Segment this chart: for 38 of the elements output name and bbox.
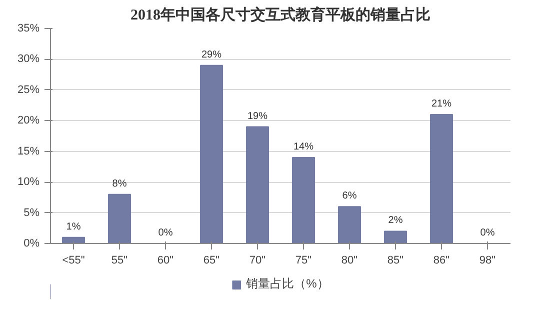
x-tick-label: 85" — [387, 254, 404, 266]
x-tick-label: 80" — [341, 254, 358, 266]
bar — [246, 126, 270, 244]
x-tick-label: 70" — [249, 254, 266, 266]
y-tick-label: 0% — [24, 238, 40, 250]
y-tick-label: 25% — [17, 84, 40, 96]
data-label: 29% — [201, 49, 222, 60]
y-tick-label: 35% — [17, 22, 40, 34]
x-tick-label: <55" — [62, 254, 85, 266]
x-tick-label: 55" — [111, 254, 128, 266]
y-tick-label: 5% — [24, 206, 40, 219]
legend-label: 销量占比（%） — [246, 276, 329, 292]
data-label: 6% — [342, 190, 357, 202]
bar — [292, 157, 316, 244]
y-tick-label: 10% — [17, 176, 40, 188]
bar — [200, 64, 224, 244]
data-label: 1% — [66, 221, 81, 232]
bar — [338, 206, 362, 244]
x-tick-label: 86" — [433, 254, 450, 266]
bar — [384, 230, 408, 244]
data-label: 19% — [247, 110, 268, 122]
data-label: 14% — [293, 142, 314, 152]
bar — [108, 194, 132, 244]
data-label: 0% — [158, 228, 173, 238]
y-tick-label: 30% — [17, 53, 40, 66]
bar — [62, 236, 86, 244]
x-tick-label: 65" — [203, 254, 220, 266]
y-tick-label: 20% — [17, 114, 40, 127]
x-tick-label: 60" — [157, 254, 174, 266]
y-tick-label: 15% — [17, 145, 40, 158]
chart-title: 2018年中国各尺寸交互式教育平板的销量占比 — [130, 6, 430, 24]
x-tick-label: 75" — [295, 254, 312, 266]
data-label: 0% — [480, 228, 495, 238]
data-label: 2% — [388, 215, 403, 226]
data-label: 8% — [112, 178, 127, 190]
bar — [430, 114, 454, 244]
data-label: 21% — [431, 98, 452, 110]
x-tick-label: 98" — [479, 254, 496, 266]
